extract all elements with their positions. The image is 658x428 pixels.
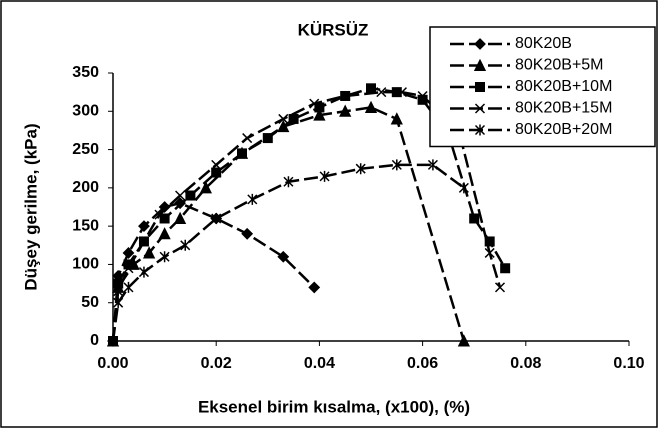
- x-tick-label: 0.06: [407, 355, 438, 372]
- x-tick-label: 0.08: [510, 355, 541, 372]
- y-tick-label: 0: [90, 332, 99, 349]
- marker: [484, 236, 495, 247]
- marker: [417, 90, 428, 102]
- marker: [138, 220, 150, 233]
- y-tick-label: 100: [72, 256, 99, 273]
- marker: [376, 87, 387, 98]
- legend-marker: [474, 38, 486, 50]
- marker: [180, 239, 191, 251]
- marker: [237, 148, 247, 159]
- legend-marker: [474, 124, 486, 136]
- marker: [247, 193, 258, 205]
- marker: [390, 112, 403, 125]
- marker: [138, 266, 149, 278]
- y-tick-label: 300: [72, 103, 99, 120]
- marker: [123, 263, 134, 274]
- marker: [277, 250, 290, 263]
- legend-label: 80K20B: [515, 35, 572, 52]
- x-tick-label: 0.10: [613, 355, 644, 372]
- marker: [123, 281, 134, 293]
- marker: [154, 209, 165, 220]
- legend-label: 80K20B+5M: [515, 57, 604, 74]
- marker: [158, 227, 171, 240]
- legend-marker: [473, 58, 487, 71]
- marker: [484, 247, 495, 258]
- x-tick-label: 0.04: [304, 355, 335, 372]
- marker: [313, 108, 326, 121]
- legend-label: 80K20B+10M: [515, 78, 612, 95]
- legend-label: 80K20B+20M: [515, 121, 612, 138]
- marker: [107, 335, 119, 347]
- marker: [364, 100, 378, 113]
- marker: [211, 167, 222, 178]
- marker: [458, 182, 469, 194]
- marker: [469, 213, 480, 224]
- y-axis-title: Düşey gerilme, (kPa): [21, 123, 40, 290]
- marker: [288, 113, 299, 124]
- legend-marker: [474, 103, 486, 114]
- y-tick-label: 150: [72, 217, 99, 234]
- marker: [340, 90, 351, 102]
- marker: [173, 211, 187, 224]
- marker: [427, 159, 438, 171]
- marker: [185, 190, 196, 201]
- marker: [457, 334, 470, 347]
- marker: [319, 170, 330, 182]
- marker: [396, 87, 407, 98]
- marker: [278, 113, 289, 124]
- x-tick-label: 0.00: [97, 355, 128, 372]
- marker: [175, 190, 186, 201]
- marker: [211, 159, 222, 170]
- marker: [143, 246, 156, 259]
- marker: [500, 263, 511, 274]
- series-line: [111, 201, 316, 342]
- series-line: [111, 106, 466, 342]
- legend-label: 80K20B+15M: [515, 100, 612, 117]
- marker: [283, 176, 294, 188]
- marker: [122, 247, 135, 259]
- y-tick-label: 50: [81, 294, 99, 311]
- x-axis-title: Eksenel birim kısalma, (x100), (%): [198, 397, 470, 416]
- y-tick-label: 350: [72, 64, 99, 81]
- chart-title: KÜRSÜZ: [298, 20, 369, 39]
- marker: [355, 163, 366, 175]
- marker: [339, 104, 352, 117]
- y-tick-label: 200: [72, 179, 99, 196]
- marker: [314, 102, 325, 113]
- legend-marker: [475, 82, 485, 92]
- marker: [391, 159, 402, 171]
- marker: [138, 236, 149, 247]
- marker: [211, 212, 222, 224]
- y-tick-label: 250: [72, 141, 99, 158]
- marker: [199, 181, 212, 194]
- marker: [159, 213, 170, 224]
- marker: [366, 83, 376, 94]
- x-tick-label: 0.02: [201, 355, 232, 372]
- marker: [113, 297, 124, 309]
- legend-box: [429, 26, 656, 148]
- marker: [242, 133, 253, 144]
- marker: [309, 98, 320, 109]
- marker: [113, 286, 124, 297]
- marker: [262, 133, 273, 144]
- marker: [308, 281, 321, 294]
- marker: [494, 282, 506, 293]
- marker: [241, 227, 254, 240]
- marker: [159, 251, 170, 263]
